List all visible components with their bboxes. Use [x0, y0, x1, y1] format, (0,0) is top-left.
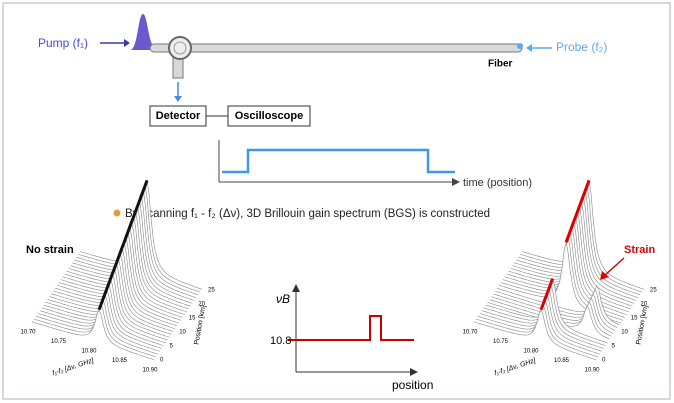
plot-title: No strain: [26, 244, 74, 256]
circulator: [169, 37, 191, 59]
y-tick-label: 25: [208, 288, 215, 294]
x-tick-label: 10.90: [142, 368, 158, 374]
x-tick-label: 10.75: [493, 339, 509, 345]
x-tick-label: 10.85: [112, 358, 128, 364]
x-tick-label: 10.70: [462, 330, 478, 336]
x-tick-label: 10.70: [20, 330, 36, 336]
detector-label: Detector: [156, 110, 201, 122]
x-tick-label: 10.80: [523, 349, 539, 355]
y-tick-label: 25: [650, 288, 657, 294]
y-tick-label: 10: [179, 330, 186, 336]
bullet: [114, 210, 121, 217]
x-tick-label: 10.80: [81, 349, 97, 355]
pump-label: Pump (f₁): [38, 36, 88, 50]
profile-value: 10.8: [270, 335, 291, 347]
y-tick-label: 10: [621, 330, 628, 336]
fiber: [150, 44, 522, 52]
oscilloscope-label: Oscilloscope: [235, 110, 303, 122]
time-axis-label: time (position): [463, 177, 532, 189]
probe-label: Probe (f₂): [556, 40, 607, 54]
y-tick-label: 15: [189, 316, 196, 322]
y-tick-label: 15: [631, 316, 638, 322]
probe-source: [517, 43, 523, 49]
x-tick-label: 10.75: [51, 339, 67, 345]
page: Pump (f₁) Fiber Probe (f₂) Detector Osci…: [0, 0, 674, 403]
diagram: Pump (f₁) Fiber Probe (f₂) Detector Osci…: [0, 0, 674, 403]
fiber-label: Fiber: [488, 59, 513, 70]
caption: By scanning f₁ - f₂ (Δν), 3D Brillouin g…: [125, 208, 490, 220]
profile-x-label: position: [392, 378, 433, 392]
x-tick-label: 10.90: [584, 368, 600, 374]
plot-title: Strain: [624, 244, 655, 256]
profile-y-label: νB: [276, 292, 290, 306]
x-tick-label: 10.85: [554, 358, 570, 364]
